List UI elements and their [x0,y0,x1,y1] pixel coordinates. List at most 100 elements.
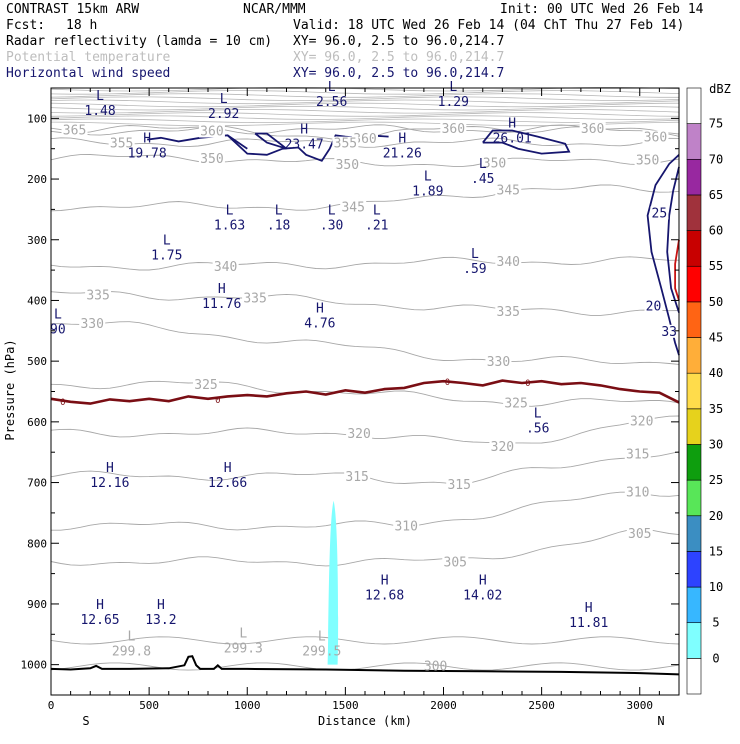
theta-isoline-label: 345 [341,200,364,215]
wind-extremum-value: 4.76 [304,317,335,332]
wind-extremum-value: .56 [526,422,549,437]
label-background [628,414,655,428]
wind-high-marker: H [224,461,232,476]
wind-low-marker: L [424,169,432,184]
label-background [198,151,225,165]
freezing-level-label: 0 [525,379,530,389]
wind-extremum-value: 21.26 [383,147,422,162]
label-background [340,200,367,214]
label-background [85,288,112,302]
label-background [79,316,106,330]
wind-high-marker: H [218,282,226,297]
terrain-line [50,655,680,676]
label-background [61,123,88,137]
wind-extremum-value: 12.66 [208,476,247,491]
wind-extremum-value: .21 [365,218,388,233]
stratosphere-isentrope [50,96,680,101]
label-background [634,153,661,167]
model-org: NCAR/MMM [243,2,306,17]
surface-theta-symbol: L [239,626,247,641]
wind-high-marker: H [300,123,308,138]
theta-contours [50,124,680,671]
stratosphere-isentrope [50,118,680,124]
x-tick-label: 0 [48,699,55,712]
x-tick-label: 2500 [528,699,555,712]
freezing-level-label: 0 [445,378,450,388]
stratosphere-isentrope [50,109,680,114]
y-tick-label: 400 [27,294,47,307]
freezing-level: 0 0 0 0 [50,378,680,408]
colorbar-swatch [686,622,702,659]
label-background [198,124,225,138]
wind-high-marker: H [585,601,593,616]
colorbar-tick-label: 45 [709,331,723,345]
label-background [346,426,373,440]
wind-extremum-value: 14.02 [463,589,502,604]
colorbar-tick-label: 65 [709,188,723,202]
wind-low-marker: L [96,89,104,104]
colorbar-swatch [686,408,702,445]
theta-isoline-label: 345 [497,183,520,198]
wind-contour-30 [674,239,680,301]
colorbar-swatch [686,230,702,267]
wind-extremum-value: 1.89 [412,184,443,199]
colorbar-swatch [686,158,702,196]
colorbar-swatch [686,372,702,410]
colorbar-tick-label: 55 [709,259,723,273]
theta-isoline-label: 320 [491,440,514,455]
colorbar-tick-label: 30 [709,437,723,451]
stratosphere-isentrope [50,105,680,111]
colorbar-swatch [686,337,702,374]
wind-extremum-value: 12.16 [90,476,129,491]
theta-isoline-label: 335 [86,288,109,303]
theta-isoline-label: 335 [497,305,520,320]
theta-isoline-label: 340 [214,260,237,275]
colorbar-swatch [686,515,702,552]
theta-isoline-label: 315 [447,478,470,493]
label-background [642,130,669,144]
wind-high-marker: H [96,598,104,613]
theta-isoline-label: 310 [626,486,649,501]
theta-isoline-label: 335 [243,291,266,306]
x-tick-label: 1500 [332,699,359,712]
label-background [446,477,473,491]
valid-time: Valid: 18 UTC Wed 26 Feb 14 (04 ChT Thu … [293,18,684,33]
wind-high-marker: H [316,302,324,317]
theta-isoline-label: 350 [483,157,506,172]
theta-isoline [50,291,680,316]
stratosphere-isentrope [50,102,680,108]
label-background [481,156,508,170]
label-background [332,136,359,150]
stratosphere-isentrope [50,115,680,120]
forecast-hour: 18 h [66,18,97,33]
wind-extremum-value: 11.76 [202,297,241,312]
x-tick-label: 3000 [627,699,654,712]
label-background [650,206,669,220]
theta-isoline [50,256,680,271]
wind-extremum-value: .59 [463,262,486,277]
freezing-level-line [50,379,680,405]
wind-extremum-value: 2.92 [208,107,239,122]
x-tick-label: 1000 [234,699,261,712]
field-xy-wind: XY= 96.0, 2.5 to 96.0,214.7 [293,66,504,81]
colorbar-tick-label: 15 [709,544,723,558]
y-tick-label: 700 [27,477,47,490]
freezing-level-label: 0 [215,396,220,406]
theta-isoline-label: 365 [63,123,86,138]
x-axis-end-label: N [657,714,664,728]
theta-isoline-surface [50,662,680,671]
colorbar-tick-label: 35 [709,402,723,416]
wind-low-marker: L [373,203,381,218]
theta-isoline-label: 350 [200,152,223,167]
theta-isoline-label: 315 [345,470,368,485]
wind-extremum-value: 26.01 [493,131,532,146]
label-background [644,299,663,313]
colorbar-tick-label: 40 [709,366,723,380]
label-background [579,122,606,136]
x-tick-label: 2000 [430,699,457,712]
colorbar-swatch [686,658,702,695]
wind-extremum-value: .45 [471,172,494,187]
forecast-label: Fcst: [6,18,45,33]
colorbar-swatch [686,301,702,338]
